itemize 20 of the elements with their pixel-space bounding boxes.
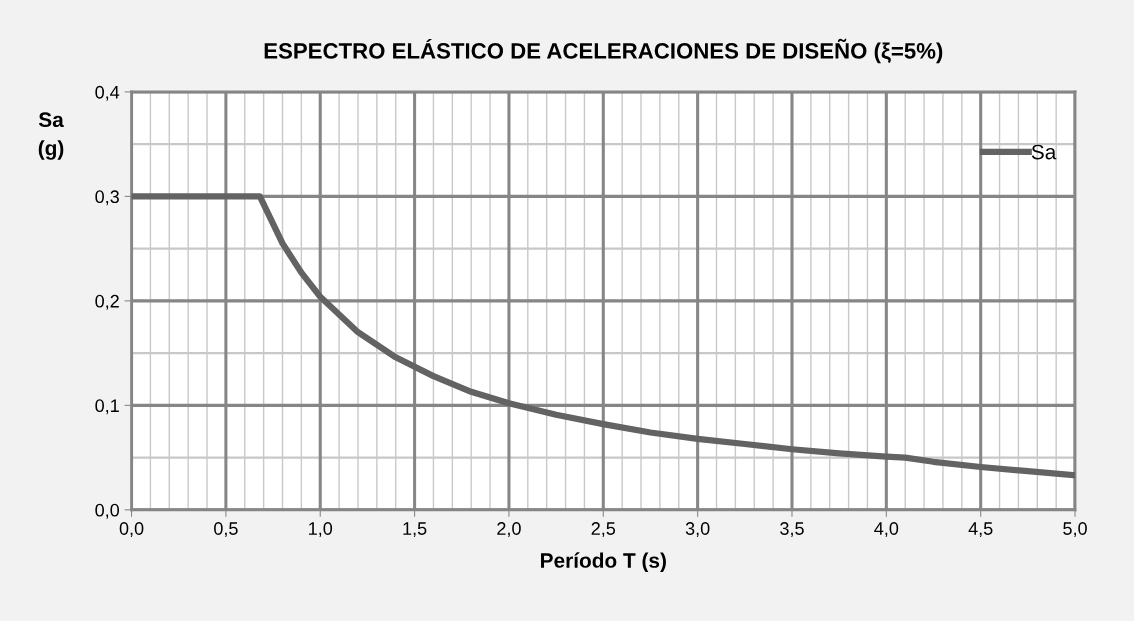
chart-title: ESPECTRO ELÁSTICO DE ACELERACIONES DE DISEÑO (ξ=5%) — [264, 38, 943, 64]
x-tick-label: 4,0 — [874, 522, 899, 538]
x-tick-label: 3,0 — [685, 522, 710, 538]
x-tick-label: 2,0 — [497, 522, 521, 538]
x-tick-label: 4,5 — [968, 522, 993, 538]
y-tick-label: 0,0 — [95, 503, 120, 519]
y-axis-title: Sa (g) — [38, 112, 64, 160]
legend-label: Sa — [1031, 144, 1057, 160]
y-tick-label: 0,1 — [95, 399, 119, 415]
x-tick-label: 1,5 — [403, 522, 427, 538]
y-tick-label: 0,3 — [95, 190, 119, 206]
y-tick-label: 0,4 — [95, 85, 120, 101]
x-tick-label: 1,0 — [309, 522, 333, 538]
x-tick-label: 0,0 — [119, 522, 144, 538]
x-tick-label: 0,5 — [214, 522, 238, 538]
x-tick-label: 2,5 — [591, 522, 616, 538]
x-tick-label: 3,5 — [780, 522, 804, 538]
x-axis-title: Período T (s) — [541, 552, 666, 572]
x-tick-label: 5,0 — [1063, 522, 1087, 538]
y-tick-label: 0,2 — [95, 294, 119, 310]
